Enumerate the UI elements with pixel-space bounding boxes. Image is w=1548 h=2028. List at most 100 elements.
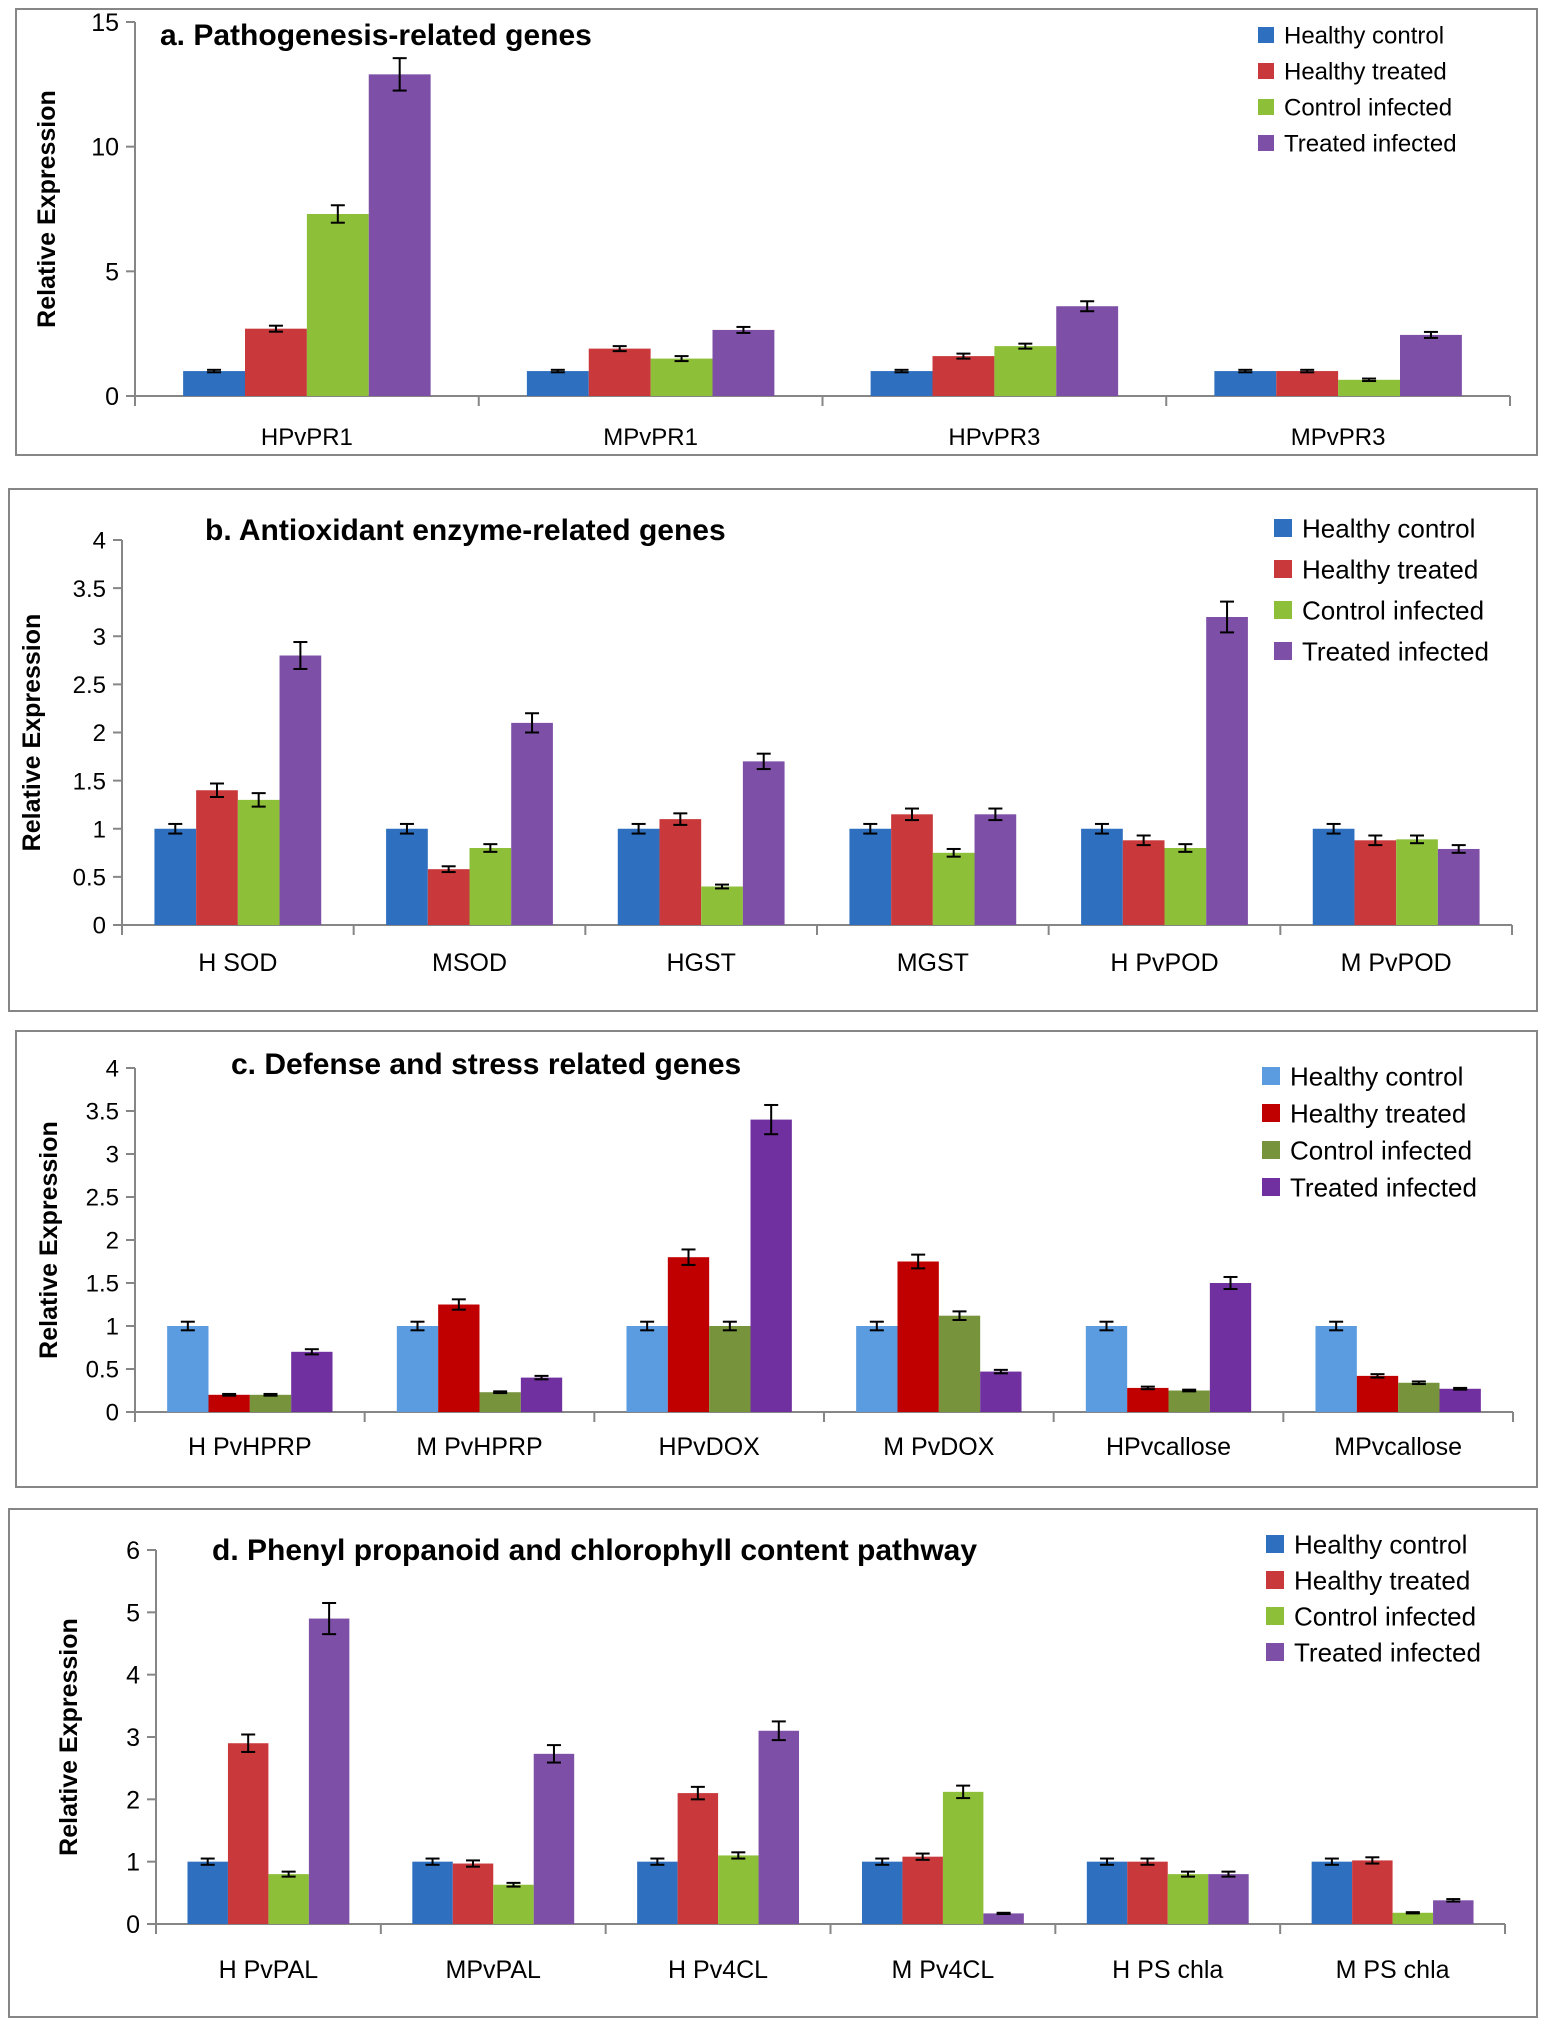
bar-b-1 — [617, 828, 660, 925]
legend-swatch — [1258, 135, 1274, 151]
bar-c-3 — [1168, 1390, 1210, 1412]
bar-c-1 — [856, 1326, 898, 1412]
category-label: H SOD — [198, 949, 277, 977]
bar-b-2 — [196, 790, 238, 925]
bar-c-2 — [1127, 1387, 1169, 1412]
legend-label: Treated infected — [1284, 131, 1457, 158]
bar-b-1 — [849, 828, 892, 925]
legend-swatch — [1258, 99, 1274, 115]
y-tick-label: 5 — [105, 258, 119, 286]
bar-b-4 — [1437, 848, 1480, 925]
bar-c-4 — [291, 1351, 333, 1412]
legend-swatch — [1274, 519, 1292, 537]
y-tick-label: 0 — [126, 1911, 140, 1939]
bar-d-1 — [861, 1861, 903, 1924]
bar-c-2 — [897, 1261, 939, 1412]
category-label: M PvHPRP — [416, 1433, 542, 1461]
y-axis-label: Relative Expression — [33, 90, 61, 328]
bar-c-1 — [167, 1326, 209, 1412]
bar-b-3 — [1396, 839, 1438, 925]
bar-c-3 — [479, 1392, 521, 1412]
bar-a-3 — [1338, 379, 1400, 396]
category-label: M PvPOD — [1341, 949, 1452, 977]
chart-c: 0 0.5 1 1.5 2 2.5 3 3.5 4 H PvHPRP M PvHPRP HPvDOX M… — [15, 1030, 1538, 1488]
y-tick-label: 10 — [91, 134, 119, 162]
bar-a-1 — [526, 371, 589, 396]
bar-a-4 — [368, 74, 431, 397]
bar-a-2 — [932, 356, 995, 396]
category-label: MPvPAL — [446, 1956, 541, 1984]
bar-c-4 — [1209, 1283, 1252, 1412]
category-label: HPvPR3 — [948, 424, 1040, 451]
bar-d-2 — [227, 1743, 269, 1924]
legend-swatch — [1258, 63, 1274, 79]
legend-label: Control infected — [1284, 95, 1452, 122]
chart-title-b: b. Antioxidant enzyme-related genes — [205, 514, 726, 547]
bar-b-3 — [237, 799, 280, 925]
bar-d-4 — [1208, 1874, 1249, 1924]
y-tick-label: 1 — [106, 1314, 119, 1341]
chart-title-c: c. Defense and stress related genes — [231, 1048, 741, 1081]
y-tick-label: 6 — [126, 1537, 140, 1565]
bar-d-2 — [1127, 1861, 1168, 1924]
bar-d-3 — [268, 1874, 309, 1924]
bar-b-4 — [511, 722, 553, 925]
y-tick-label: 3 — [93, 624, 106, 651]
legend-label: Control infected — [1294, 1601, 1476, 1631]
bar-a-4 — [1056, 306, 1119, 396]
bar-b-2 — [1354, 840, 1397, 925]
bar-c-3 — [709, 1326, 751, 1412]
bar-c-1 — [1085, 1326, 1128, 1412]
bar-a-3 — [306, 213, 369, 396]
legend-swatch — [1266, 1535, 1284, 1553]
bar-d-2 — [677, 1793, 719, 1924]
category-label: HPvPR1 — [261, 424, 353, 451]
bar-d-1 — [1311, 1861, 1353, 1924]
bar-b-1 — [154, 828, 197, 925]
bar-d-2 — [1352, 1860, 1393, 1924]
bar-b-3 — [1164, 848, 1207, 925]
panel-c: 0 0.5 1 1.5 2 2.5 3 3.5 4 H PvHPRP M PvHPRP HPvDOX M… — [15, 1030, 1538, 1488]
category-label: HGST — [666, 949, 735, 977]
legend-label: Healthy treated — [1302, 554, 1478, 584]
bar-d-3 — [1167, 1874, 1209, 1924]
bar-c-4 — [1439, 1388, 1481, 1412]
legend-label: Healthy treated — [1284, 59, 1447, 86]
bar-c-4 — [750, 1119, 792, 1412]
category-label: M Pv4CL — [892, 1956, 995, 1984]
bar-b-1 — [386, 828, 428, 925]
y-tick-label: 1 — [126, 1849, 140, 1877]
legend-swatch — [1262, 1141, 1280, 1159]
y-axis-label: Relative Expression — [35, 1121, 63, 1359]
bar-a-2 — [245, 328, 307, 396]
bar-d-4 — [983, 1913, 1024, 1924]
legend-swatch — [1266, 1607, 1284, 1625]
bar-c-2 — [667, 1257, 710, 1412]
category-label: H PvHPRP — [188, 1433, 312, 1461]
y-tick-label: 4 — [106, 1056, 119, 1083]
bar-c-2 — [438, 1304, 480, 1412]
bar-c-3 — [249, 1394, 292, 1412]
y-tick-label: 4 — [126, 1662, 140, 1690]
bar-b-2 — [427, 869, 470, 925]
bar-d-1 — [412, 1861, 453, 1924]
bar-d-1 — [187, 1861, 228, 1924]
bar-d-4 — [308, 1618, 350, 1924]
chart-b: 0 0.5 1 1.5 2 2.5 3 3.5 4 H SOD MSOD HGST MGST H PvPO… — [8, 488, 1538, 1012]
legend-label: Control infected — [1302, 595, 1484, 625]
y-tick-label: 1.5 — [73, 768, 106, 795]
bar-b-3 — [469, 848, 512, 925]
y-axis-label: Relative Expression — [18, 614, 46, 852]
bar-d-3 — [493, 1884, 534, 1924]
legend-label: Healthy control — [1284, 23, 1444, 50]
y-tick-label: 0.5 — [86, 1357, 119, 1384]
bar-d-4 — [1433, 1900, 1474, 1924]
y-tick-label: 1.5 — [86, 1271, 119, 1298]
bar-d-3 — [718, 1855, 759, 1924]
category-label: MPvPR1 — [603, 424, 698, 451]
y-tick-label: 3 — [126, 1724, 140, 1752]
bar-d-2 — [452, 1863, 494, 1924]
bar-d-4 — [533, 1753, 575, 1924]
category-label: H PvPOD — [1110, 949, 1218, 977]
bar-d-3 — [942, 1791, 984, 1924]
